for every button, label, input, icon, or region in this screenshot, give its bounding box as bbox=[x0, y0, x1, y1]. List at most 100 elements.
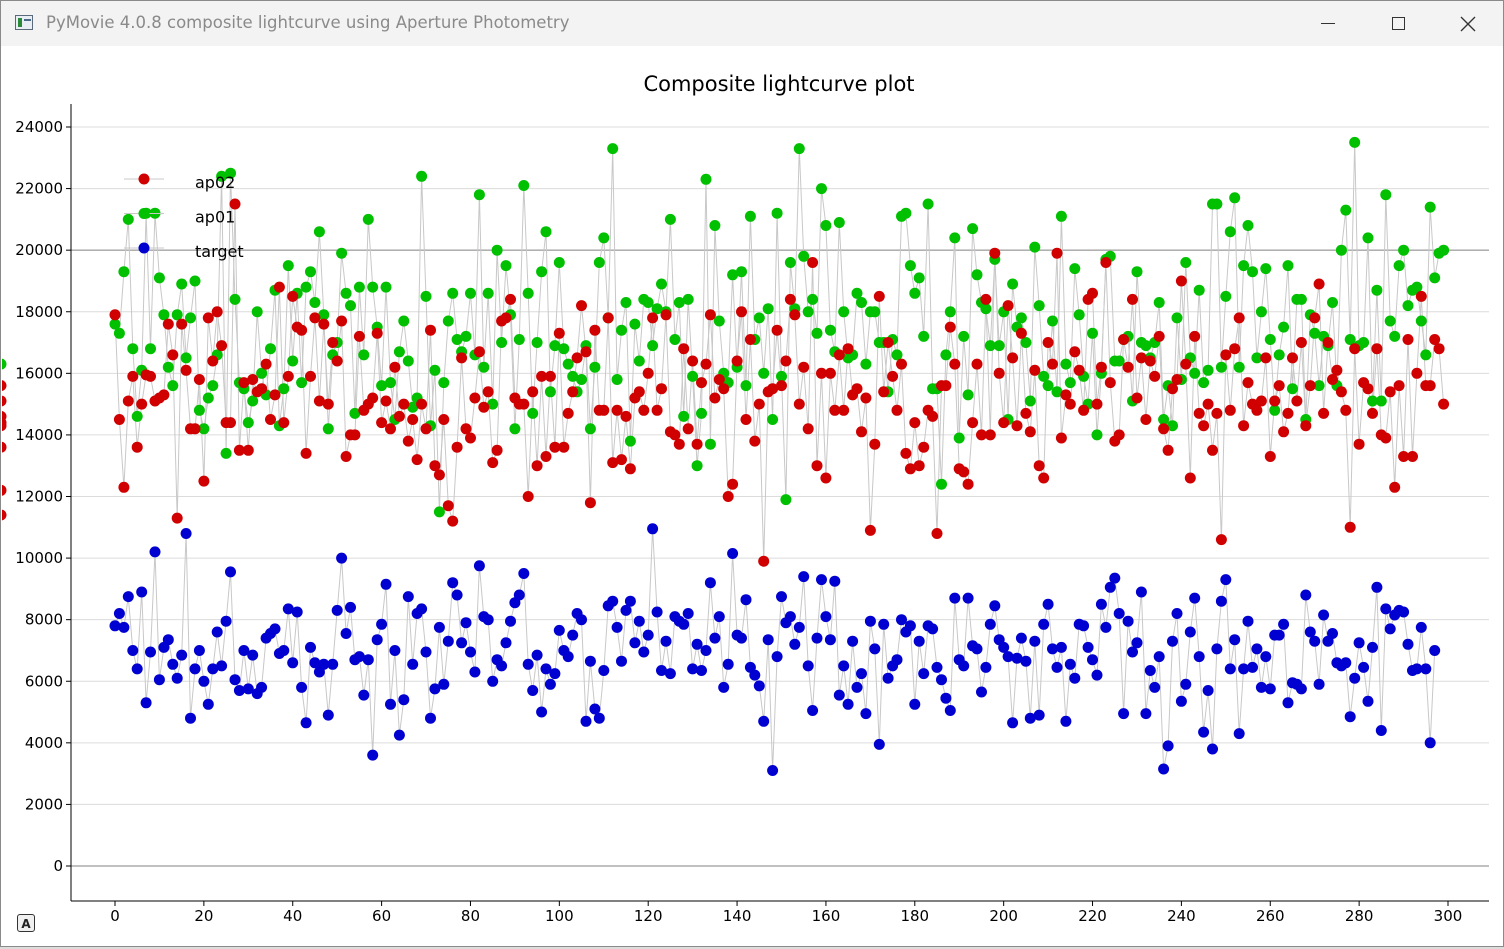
data-point-target[interactable] bbox=[1033, 709, 1045, 721]
data-point-ap02[interactable] bbox=[198, 475, 210, 487]
data-point-ap02[interactable] bbox=[1251, 404, 1263, 416]
data-point-ap02[interactable] bbox=[1091, 398, 1103, 410]
data-point-target[interactable] bbox=[1047, 643, 1058, 655]
data-point-ap02[interactable] bbox=[1242, 377, 1254, 389]
data-point-target[interactable] bbox=[233, 685, 245, 696]
data-point-ap01[interactable] bbox=[433, 506, 445, 518]
data-point-ap01[interactable] bbox=[1411, 281, 1423, 293]
data-point-ap01[interactable] bbox=[860, 358, 872, 370]
data-point-target[interactable] bbox=[647, 523, 659, 535]
data-point-ap02[interactable] bbox=[1433, 343, 1445, 355]
data-point-target[interactable] bbox=[860, 708, 872, 720]
data-point-target[interactable] bbox=[1358, 661, 1370, 673]
data-point-ap01[interactable] bbox=[1380, 189, 1392, 201]
data-point-ap01[interactable] bbox=[1429, 272, 1441, 284]
data-point-ap01[interactable] bbox=[518, 180, 530, 191]
data-point-ap02[interactable] bbox=[318, 318, 330, 330]
data-point-ap02[interactable] bbox=[749, 435, 761, 447]
data-point-target[interactable] bbox=[429, 683, 441, 695]
data-point-ap02[interactable] bbox=[1295, 337, 1307, 348]
data-point-ap02[interactable] bbox=[416, 398, 428, 410]
data-point-target[interactable] bbox=[469, 666, 481, 678]
data-point-target[interactable] bbox=[322, 709, 334, 721]
data-point-target[interactable] bbox=[927, 623, 939, 635]
data-point-ap02[interactable] bbox=[616, 454, 627, 466]
data-point-ap02[interactable] bbox=[1158, 423, 1170, 435]
data-point-target[interactable] bbox=[776, 591, 787, 603]
data-point-ap01[interactable] bbox=[1424, 201, 1436, 213]
data-point-target[interactable] bbox=[291, 606, 303, 618]
data-point-ap02[interactable] bbox=[824, 367, 836, 379]
data-point-target[interactable] bbox=[544, 678, 556, 690]
data-point-ap02[interactable] bbox=[1202, 398, 1214, 410]
data-point-ap02[interactable] bbox=[740, 414, 752, 425]
data-point-target[interactable] bbox=[816, 574, 827, 586]
data-point-target[interactable] bbox=[976, 686, 987, 698]
data-point-ap02[interactable] bbox=[891, 404, 903, 416]
data-point-target[interactable] bbox=[620, 604, 632, 616]
data-point-ap02[interactable] bbox=[305, 370, 316, 382]
data-point-ap02[interactable] bbox=[465, 432, 476, 444]
data-point-ap02[interactable] bbox=[1171, 374, 1183, 385]
data-point-ap02[interactable] bbox=[0, 380, 7, 392]
data-point-ap01[interactable] bbox=[198, 423, 210, 435]
data-point-ap02[interactable] bbox=[353, 330, 365, 342]
data-point-ap01[interactable] bbox=[202, 392, 214, 404]
data-point-target[interactable] bbox=[811, 632, 823, 644]
data-point-target[interactable] bbox=[522, 658, 534, 670]
data-point-ap01[interactable] bbox=[713, 315, 725, 327]
data-point-ap02[interactable] bbox=[522, 491, 534, 502]
data-point-ap02[interactable] bbox=[309, 312, 321, 324]
data-point-ap02[interactable] bbox=[478, 401, 490, 413]
data-point-target[interactable] bbox=[1282, 697, 1294, 709]
data-point-target[interactable] bbox=[1171, 608, 1183, 619]
data-point-ap01[interactable] bbox=[1193, 284, 1205, 296]
data-point-ap02[interactable] bbox=[1140, 414, 1152, 425]
data-point-target[interactable] bbox=[1051, 661, 1063, 673]
data-point-target[interactable] bbox=[553, 624, 565, 636]
data-point-target[interactable] bbox=[642, 629, 654, 641]
data-point-ap01[interactable] bbox=[1047, 315, 1058, 327]
data-point-ap01[interactable] bbox=[1140, 340, 1152, 352]
data-point-ap02[interactable] bbox=[127, 370, 139, 382]
data-point-ap02[interactable] bbox=[420, 423, 432, 435]
data-point-target[interactable] bbox=[589, 703, 601, 715]
data-point-ap02[interactable] bbox=[949, 358, 961, 370]
data-point-target[interactable] bbox=[216, 660, 228, 672]
data-point-target[interactable] bbox=[1318, 609, 1330, 621]
data-point-ap02[interactable] bbox=[562, 407, 574, 419]
data-point-target[interactable] bbox=[567, 629, 579, 641]
data-point-target[interactable] bbox=[1109, 572, 1121, 584]
data-point-target[interactable] bbox=[1264, 683, 1276, 695]
data-point-target[interactable] bbox=[282, 603, 294, 615]
data-point-target[interactable] bbox=[380, 578, 392, 590]
data-point-target[interactable] bbox=[1278, 618, 1290, 630]
data-point-ap02[interactable] bbox=[1064, 398, 1076, 410]
data-point-ap01[interactable] bbox=[349, 407, 361, 419]
data-point-ap02[interactable] bbox=[878, 386, 890, 398]
data-point-ap02[interactable] bbox=[473, 346, 485, 358]
data-point-ap01[interactable] bbox=[1269, 404, 1281, 416]
data-point-ap02[interactable] bbox=[0, 395, 7, 407]
data-point-ap02[interactable] bbox=[189, 423, 201, 435]
data-point-ap02[interactable] bbox=[1175, 275, 1187, 287]
data-point-ap02[interactable] bbox=[500, 312, 512, 324]
data-point-ap02[interactable] bbox=[269, 389, 281, 401]
data-point-ap01[interactable] bbox=[669, 334, 681, 345]
data-point-ap02[interactable] bbox=[393, 410, 405, 422]
data-point-ap02[interactable] bbox=[398, 398, 410, 410]
data-point-ap02[interactable] bbox=[460, 423, 472, 435]
data-point-ap01[interactable] bbox=[700, 173, 712, 185]
data-point-target[interactable] bbox=[531, 649, 543, 661]
data-point-target[interactable] bbox=[562, 651, 574, 663]
data-point-ap02[interactable] bbox=[411, 454, 423, 466]
data-point-ap02[interactable] bbox=[260, 358, 272, 370]
data-point-ap02[interactable] bbox=[673, 438, 685, 450]
data-point-ap01[interactable] bbox=[1064, 377, 1076, 389]
data-point-ap01[interactable] bbox=[1278, 321, 1290, 333]
data-point-target[interactable] bbox=[989, 600, 1001, 612]
data-point-ap02[interactable] bbox=[869, 438, 881, 450]
data-point-ap02[interactable] bbox=[816, 367, 827, 379]
data-point-target[interactable] bbox=[1398, 606, 1410, 618]
data-point-ap02[interactable] bbox=[1113, 429, 1125, 441]
